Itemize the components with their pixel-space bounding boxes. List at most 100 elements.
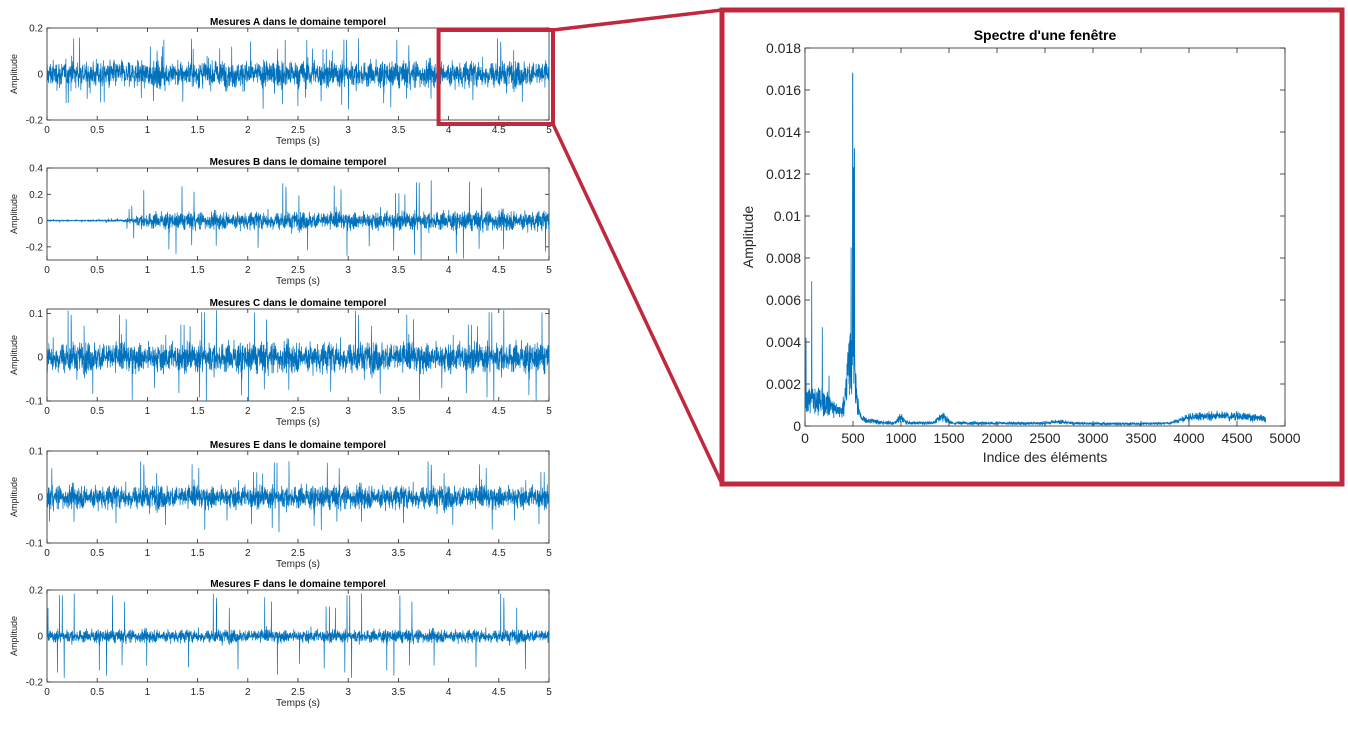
y-tick-label: 0 — [37, 632, 43, 643]
y-tick-label: 0.012 — [766, 166, 801, 182]
connector-bottom — [551, 123, 724, 485]
x-tick-label: 2.5 — [291, 687, 305, 698]
chart-title: Mesures F dans le domaine temporel — [210, 579, 386, 590]
y-tick-label: -0.2 — [26, 242, 44, 253]
x-tick-label: 2.5 — [291, 548, 305, 559]
x-tick-label: 1000 — [885, 430, 916, 446]
x-tick-label: 5 — [546, 406, 552, 417]
highlight-window — [436, 28, 555, 126]
x-tick-label: 5 — [546, 687, 552, 698]
zoom-callout — [436, 7, 1345, 487]
x-tick-label: 4.5 — [492, 548, 506, 559]
x-tick-label: 1.5 — [191, 265, 205, 276]
x-tick-label: 4 — [446, 265, 452, 276]
x-tick-label: 2000 — [981, 430, 1012, 446]
x-tick-label: 3.5 — [391, 687, 405, 698]
x-tick-label: 2.5 — [291, 125, 305, 136]
y-tick-label: 0 — [37, 353, 43, 364]
y-tick-label: -0.2 — [26, 678, 44, 689]
plot-spectre: 0 500 1000 1500 2000 2500 3000 3500 4000 4500 5000… — [740, 27, 1301, 465]
signal-line — [46, 461, 550, 533]
chart-title: Mesures A dans le domaine temporel — [210, 17, 386, 28]
x-tick-label: 4 — [446, 125, 452, 136]
y-tick-label: 0.2 — [29, 24, 43, 35]
y-axis-label: Amplitude — [9, 477, 19, 517]
x-tick-label: 0.5 — [90, 406, 104, 417]
x-axis-label: Temps (s) — [276, 698, 320, 709]
x-tick-label: 4 — [446, 548, 452, 559]
x-tick-label: 3.5 — [391, 265, 405, 276]
y-tick-label: -0.1 — [26, 539, 44, 550]
y-tick-label: 0.008 — [766, 250, 801, 266]
x-tick-label: 4 — [446, 406, 452, 417]
x-tick-label: 2.5 — [291, 265, 305, 276]
x-tick-label: 1 — [145, 265, 151, 276]
y-tick-label: 0 — [793, 418, 801, 434]
chart-title: Mesures C dans le domaine temporel — [210, 298, 387, 309]
x-tick-label: 5 — [546, 125, 552, 136]
y-tick-label: 0.01 — [774, 208, 801, 224]
y-tick-label: 0.014 — [766, 124, 801, 140]
y-tick-label: 0.2 — [29, 586, 43, 597]
x-tick-label: 4.5 — [492, 125, 506, 136]
signal-line — [46, 37, 550, 110]
x-tick-label: 1500 — [933, 430, 964, 446]
y-tick-label: 0 — [37, 216, 43, 227]
y-tick-label: 0.018 — [766, 40, 801, 56]
x-axis-label: Indice des éléments — [983, 449, 1108, 465]
x-tick-label: 1 — [145, 548, 151, 559]
y-axis-label: Amplitude — [9, 54, 19, 94]
x-tick-label: 0.5 — [90, 265, 104, 276]
x-tick-label: 3 — [345, 125, 351, 136]
y-tick-label: 0.004 — [766, 334, 801, 350]
x-tick-label: 0 — [801, 430, 809, 446]
x-axis-label: Temps (s) — [276, 417, 320, 428]
x-tick-label: 2 — [245, 687, 251, 698]
y-axis-label: Amplitude — [9, 194, 19, 234]
y-axis-label: Amplitude — [9, 335, 19, 375]
spectrum-line — [804, 72, 1266, 427]
signal-line — [46, 310, 550, 402]
x-tick-label: 2500 — [1029, 430, 1060, 446]
y-tick-label: 0 — [37, 493, 43, 504]
x-tick-label: 500 — [841, 430, 865, 446]
x-tick-label: 2 — [245, 406, 251, 417]
x-tick-label: 4000 — [1173, 430, 1204, 446]
x-tick-label: 2 — [245, 548, 251, 559]
x-tick-label: 1.5 — [191, 406, 205, 417]
axes-frame — [804, 47, 1286, 427]
chart-title: Mesures B dans le domaine temporel — [210, 157, 387, 168]
x-tick-label: 1.5 — [191, 548, 205, 559]
signal-line — [46, 180, 550, 261]
x-tick-label: 1 — [145, 125, 151, 136]
y-tick-label: 0.006 — [766, 292, 801, 308]
x-tick-label: 3.5 — [391, 406, 405, 417]
x-tick-label: 0 — [44, 687, 50, 698]
x-axis-label: Temps (s) — [276, 559, 320, 570]
y-tick-label: 0.1 — [29, 309, 43, 320]
x-tick-label: 3 — [345, 548, 351, 559]
y-axis-label: Amplitude — [740, 206, 756, 268]
connector-top — [552, 8, 723, 32]
y-tick-label: 0.2 — [29, 190, 43, 201]
x-tick-label: 1.5 — [191, 125, 205, 136]
x-axis-label: Temps (s) — [276, 276, 320, 287]
plot-mesures-b: 0 0.5 1 1.5 2 2.5 3 3.5 4 4.5 5 -0.2 0 0.2 0.4 Mesures … — [9, 157, 552, 287]
x-tick-label: 4.5 — [492, 265, 506, 276]
x-tick-label: 0.5 — [90, 687, 104, 698]
chart-title: Mesures E dans le domaine temporel — [210, 440, 386, 451]
x-tick-label: 3 — [345, 406, 351, 417]
x-tick-label: 1 — [145, 406, 151, 417]
x-tick-label: 1.5 — [191, 687, 205, 698]
x-tick-label: 3 — [345, 687, 351, 698]
x-tick-label: 3 — [345, 265, 351, 276]
x-tick-label: 0.5 — [90, 125, 104, 136]
signal-line — [46, 593, 550, 678]
x-tick-label: 5000 — [1269, 430, 1300, 446]
y-tick-label: 0.1 — [29, 447, 43, 458]
x-tick-label: 0 — [44, 265, 50, 276]
x-tick-label: 1 — [145, 687, 151, 698]
